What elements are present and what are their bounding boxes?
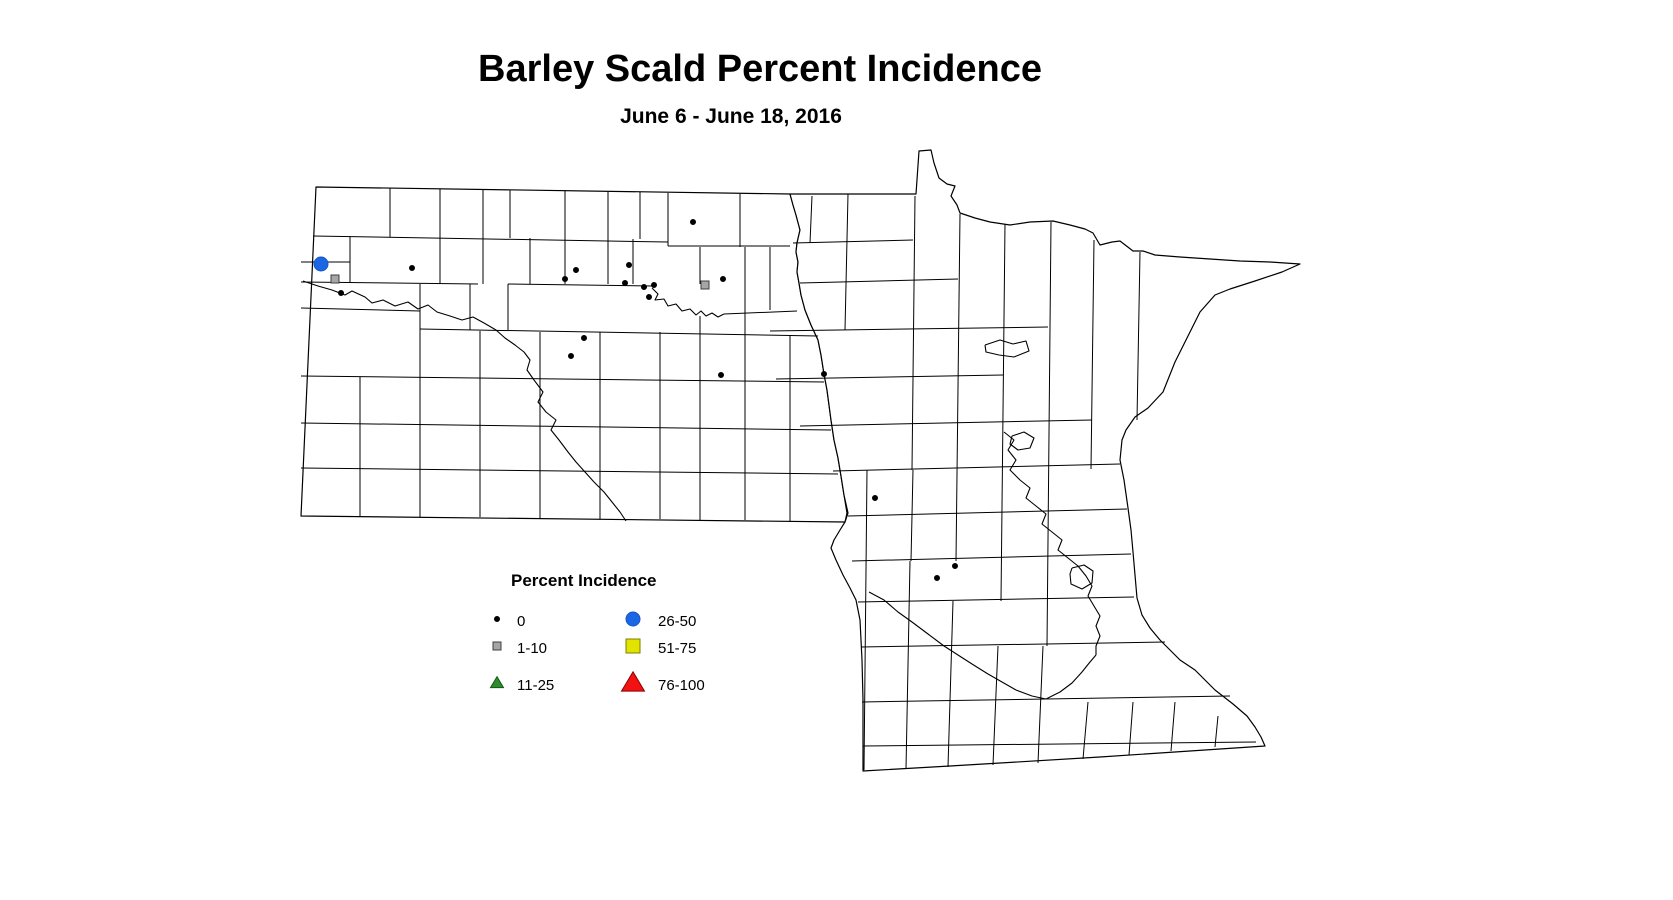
- mille-lacs-lake: [1069, 564, 1094, 590]
- legend-blue-circle-icon: [625, 611, 641, 627]
- legend-item-label: 76-100: [658, 677, 705, 694]
- legend-dot-icon: [494, 616, 500, 622]
- map-marker-0: [626, 262, 632, 268]
- map-marker-0: [720, 276, 726, 282]
- legend: Percent Incidence 0 1-10 11-25 26-50 51-…: [459, 568, 789, 718]
- mississippi-river: [1003, 431, 1101, 655]
- legend-item-label: 26-50: [658, 613, 697, 630]
- figure-title: Barley Scald Percent Incidence: [478, 48, 1042, 90]
- map-marker-0: [338, 290, 344, 296]
- legend-green-triangle-icon: [489, 675, 505, 689]
- map-marker-26-50: [313, 256, 329, 272]
- county-lines-minnesota: [769, 193, 1257, 771]
- figure-subtitle: June 6 - June 18, 2016: [620, 105, 842, 128]
- map-marker-0: [622, 280, 628, 286]
- map-marker-0: [641, 284, 647, 290]
- legend-red-triangle-icon: [620, 670, 646, 692]
- map-marker-1-10: [330, 274, 340, 284]
- legend-item-76-100: 76-100: [615, 668, 775, 704]
- map-marker-0: [872, 495, 878, 501]
- legend-item-51-75: 51-75: [615, 631, 775, 667]
- legend-item-26-50: 26-50: [615, 604, 775, 640]
- legend-item-label: 0: [517, 613, 526, 630]
- legend-yellow-square-icon: [625, 638, 641, 654]
- map-marker-0: [646, 294, 652, 300]
- map-marker-0: [562, 276, 568, 282]
- map-marker-0: [651, 282, 657, 288]
- map-marker-1-10: [700, 280, 710, 290]
- map-marker-0: [952, 563, 958, 569]
- legend-item-1-10: 1-10: [479, 631, 639, 667]
- water-lines: [302, 280, 1101, 700]
- map-marker-0: [690, 219, 696, 225]
- legend-item-label: 51-75: [658, 640, 697, 657]
- red-lake: [984, 339, 1030, 358]
- minnesota-river: [868, 591, 1097, 700]
- map-marker-0: [573, 267, 579, 273]
- map-marker-0: [568, 353, 574, 359]
- map-marker-0: [718, 372, 724, 378]
- leech-lake: [1009, 431, 1035, 451]
- legend-item-11-25: 11-25: [479, 668, 639, 704]
- data-points: [313, 219, 958, 581]
- missouri-river: [302, 280, 627, 522]
- county-lines-north-dakota: [300, 188, 839, 521]
- legend-item-0: 0: [479, 604, 639, 640]
- legend-item-label: 1-10: [517, 640, 548, 657]
- state-outline-minnesota: [789, 149, 1301, 772]
- legend-item-label: 11-25: [517, 677, 555, 694]
- legend-gray-square-icon: [492, 641, 502, 651]
- devils-lake: [651, 287, 725, 318]
- map-marker-0: [581, 335, 587, 341]
- map-marker-0: [934, 575, 940, 581]
- legend-title: Percent Incidence: [511, 571, 657, 590]
- map-marker-0: [821, 371, 827, 377]
- map-marker-0: [409, 265, 415, 271]
